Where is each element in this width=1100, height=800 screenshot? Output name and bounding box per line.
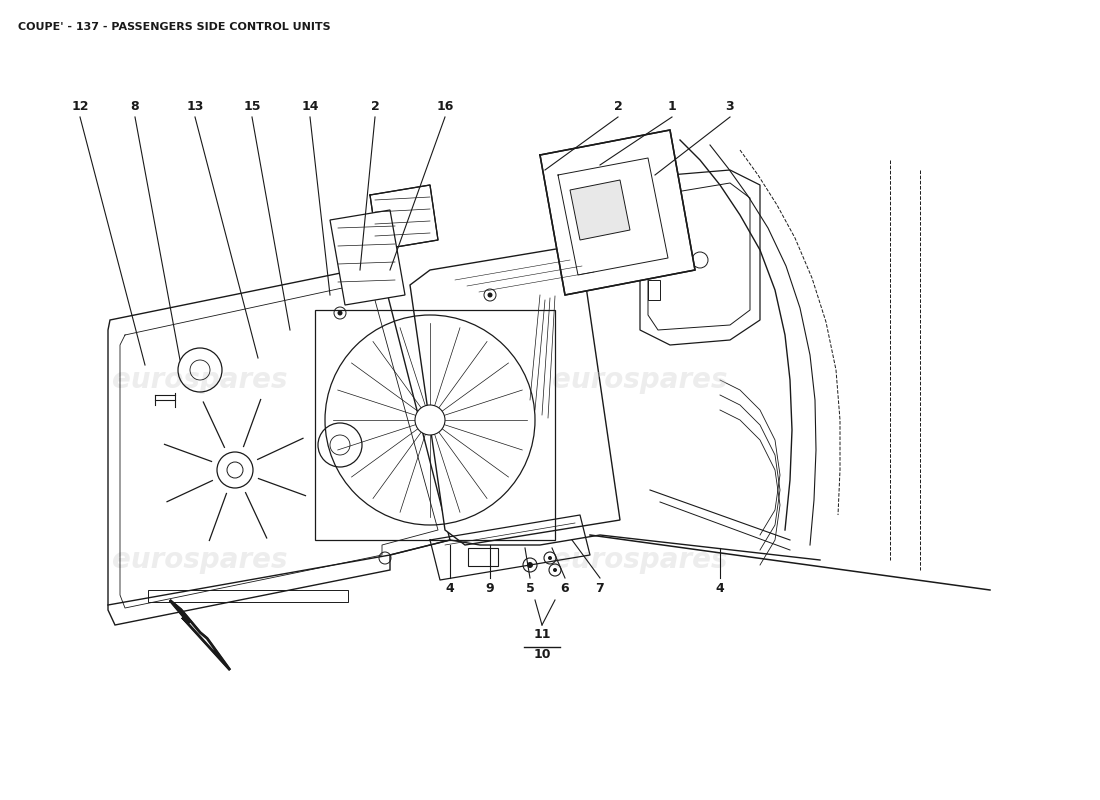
Text: 14: 14: [301, 101, 319, 114]
Text: 3: 3: [726, 101, 735, 114]
Circle shape: [338, 310, 342, 315]
Bar: [648, 280, 660, 300]
Polygon shape: [330, 210, 405, 305]
Circle shape: [487, 293, 493, 298]
Text: 12: 12: [72, 101, 89, 114]
Text: 11: 11: [534, 629, 551, 642]
Polygon shape: [570, 180, 630, 240]
Text: 4: 4: [446, 582, 454, 594]
Polygon shape: [169, 600, 230, 670]
Circle shape: [548, 556, 552, 560]
Text: eurospares: eurospares: [112, 546, 288, 574]
Text: 2: 2: [614, 101, 623, 114]
Text: 8: 8: [131, 101, 140, 114]
Bar: [148, 590, 348, 602]
Text: 5: 5: [526, 582, 535, 594]
Text: eurospares: eurospares: [112, 366, 288, 394]
Text: 1: 1: [668, 101, 676, 114]
Text: 2: 2: [371, 101, 380, 114]
Text: COUPE' - 137 - PASSENGERS SIDE CONTROL UNITS: COUPE' - 137 - PASSENGERS SIDE CONTROL U…: [18, 22, 331, 32]
Polygon shape: [410, 245, 620, 545]
Text: 4: 4: [716, 582, 725, 594]
Text: 7: 7: [595, 582, 604, 594]
Text: 16: 16: [437, 101, 453, 114]
Circle shape: [527, 562, 534, 568]
Bar: [648, 230, 660, 250]
Bar: [315, 310, 556, 540]
Polygon shape: [370, 185, 438, 250]
Polygon shape: [540, 130, 695, 295]
Text: 15: 15: [243, 101, 261, 114]
Text: 13: 13: [186, 101, 204, 114]
Text: 9: 9: [486, 582, 494, 594]
Text: 6: 6: [561, 582, 570, 594]
Polygon shape: [108, 265, 450, 625]
Text: eurospares: eurospares: [552, 546, 728, 574]
Bar: [468, 548, 498, 566]
Circle shape: [415, 405, 446, 435]
Circle shape: [553, 568, 557, 572]
Text: eurospares: eurospares: [552, 366, 728, 394]
Text: 10: 10: [534, 649, 551, 662]
Polygon shape: [169, 600, 230, 670]
